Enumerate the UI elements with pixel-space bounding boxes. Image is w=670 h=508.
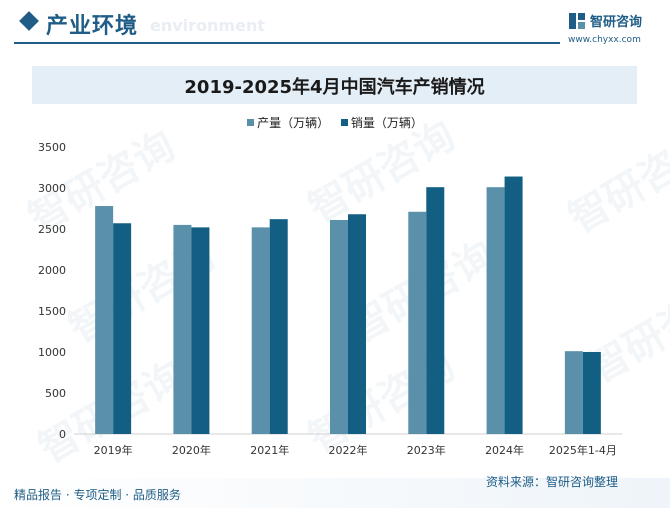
x-tick-label: 2025年1-4月 [549,443,617,457]
bar-production-3 [330,219,348,434]
bar-production-2 [251,227,270,434]
legend-swatch-production [247,119,255,126]
header-divider [14,42,560,44]
bar-chart: 0 500 1000 1500 2000 2500 3000 3500 2019年 2020年 20… [38,141,622,457]
bar-sales-0 [113,223,132,434]
logo-name: 智研咨询 [590,15,643,30]
bar-production-0 [95,206,114,434]
legend-swatch-sales [340,119,348,126]
y-tick-label: 3500 [38,141,66,154]
x-tick-label: 2019年 [94,443,133,457]
x-tick-label: 2021年 [250,443,289,457]
chart-title-band: 2019-2025年4月中国汽车产销情况 [32,66,637,104]
legend-item-production: 产量（万辆） [247,114,329,131]
footer-tagline: 精品报告 · 专项定制 · 品质服务 [14,488,181,502]
bar-sales-4 [426,187,445,434]
bar-production-4 [408,211,427,434]
brand-logo: 智研咨询 www.chyxx.com [568,10,660,46]
chart-title: 2019-2025年4月中国汽车产销情况 [184,77,485,98]
source-note: 资料来源：智研咨询整理 [486,475,619,489]
x-tick-label: 2020年 [172,443,211,457]
bar-sales-6 [582,352,601,434]
section-subtitle: environment [150,16,265,35]
y-tick-label: 3000 [38,182,66,195]
logo-mark-icon [569,13,585,29]
bar-sales-2 [269,219,288,434]
bar-sales-5 [504,176,523,434]
y-tick-label: 2500 [38,223,66,236]
legend-item-sales: 销量（万辆） [340,114,423,131]
logo-url: www.chyxx.com [568,35,641,45]
y-tick-label: 1500 [38,305,66,318]
chart-legend: 产量（万辆） 销量（万辆） [0,114,670,132]
x-tick-label: 2023年 [407,443,446,457]
y-tick-label: 500 [45,387,66,400]
bar-sales-3 [348,214,366,434]
legend-label-sales: 销量（万辆） [350,116,423,130]
section-title: 产业环境 [46,14,139,39]
footer-bar [0,478,670,508]
y-tick-label: 1000 [38,346,66,359]
bar-production-1 [173,224,192,434]
x-tick-label: 2024年 [485,443,524,457]
bar-sales-1 [191,227,210,434]
bar-production-5 [486,187,505,434]
y-tick-label: 2000 [38,264,66,277]
x-tick-label: 2022年 [329,443,368,457]
section-header: environment 产业环境 智研咨询 www.chyxx.com [0,0,670,48]
legend-label-production: 产量（万辆） [257,116,330,130]
bar-production-6 [564,351,583,434]
y-tick-label: 0 [59,428,66,441]
